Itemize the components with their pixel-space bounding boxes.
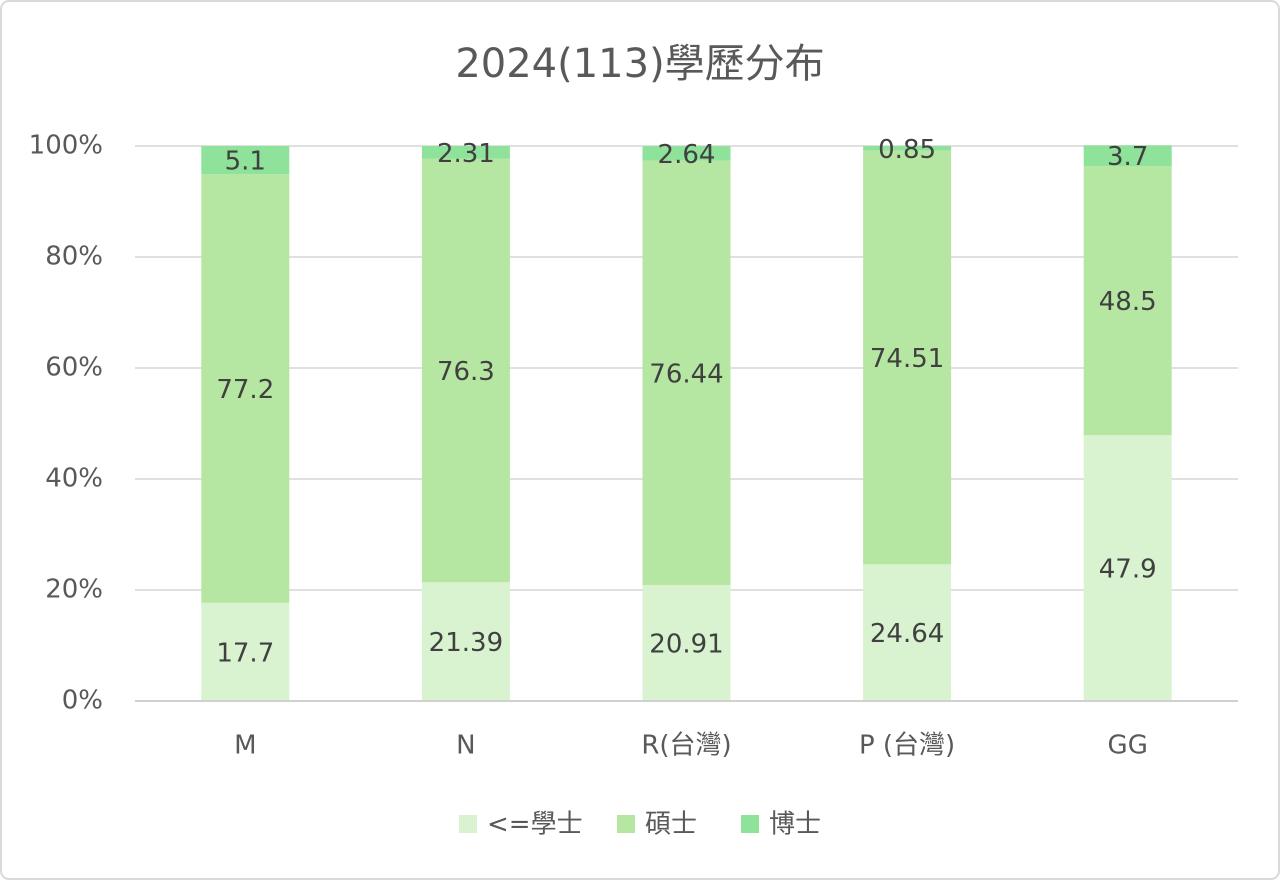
y-tick-label: 20%	[45, 575, 103, 605]
data-label: 21.39	[429, 628, 503, 658]
legend-swatch	[741, 815, 759, 833]
bar-segment	[421, 582, 510, 701]
data-label: 5.1	[225, 147, 266, 177]
data-label: 24.64	[870, 619, 944, 649]
y-tick-label: 80%	[45, 242, 103, 272]
bar-segment	[201, 602, 290, 701]
x-tick-label: M	[234, 731, 256, 761]
bar-segment	[863, 146, 952, 151]
bar-segment	[421, 158, 510, 583]
bar-segment	[201, 146, 290, 175]
bar-segment	[1083, 435, 1172, 701]
bar-segment	[642, 160, 731, 585]
bar-segment	[642, 584, 731, 701]
legend-swatch	[459, 815, 477, 833]
data-label: 48.5	[1099, 287, 1157, 317]
x-tick-label: GG	[1108, 731, 1148, 761]
bar-segment	[642, 146, 731, 161]
legend-label: 博士	[769, 810, 821, 840]
data-label: 3.7	[1107, 142, 1148, 172]
data-label: 47.9	[1099, 555, 1157, 585]
bar-segment	[201, 174, 290, 603]
data-label: 0.85	[878, 135, 936, 165]
chart-title: 2024(113)學歷分布	[455, 41, 824, 87]
bar-segment	[421, 146, 510, 159]
bar-segment	[1083, 165, 1172, 436]
y-tick-label: 60%	[45, 353, 103, 383]
bar-segment	[863, 564, 952, 701]
bar-segment	[1083, 145, 1172, 166]
data-label: 2.31	[437, 139, 495, 169]
y-tick-label: 0%	[62, 686, 103, 716]
data-label: 20.91	[649, 629, 723, 659]
legend-label: 碩士	[645, 810, 697, 840]
bar-segment	[863, 150, 952, 565]
x-tick-label: N	[456, 731, 475, 761]
data-label: 17.7	[216, 638, 274, 668]
data-label: 76.3	[437, 357, 495, 387]
x-tick-label: P (台灣)	[859, 731, 955, 761]
legend-swatch	[617, 815, 635, 833]
y-tick-label: 100%	[29, 131, 103, 161]
data-label: 2.64	[658, 140, 716, 170]
legend-label: <=學士	[487, 810, 583, 840]
y-tick-label: 40%	[45, 464, 103, 494]
x-tick-label: R(台灣)	[641, 731, 731, 761]
data-label: 74.51	[870, 344, 944, 374]
data-label: 76.44	[649, 359, 723, 389]
data-label: 77.2	[216, 375, 274, 405]
